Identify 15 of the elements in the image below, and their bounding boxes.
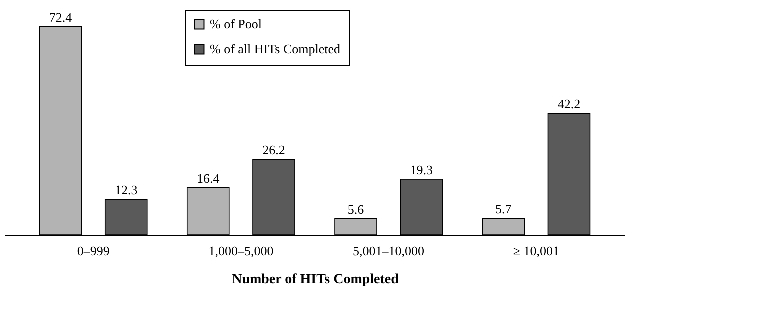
data-label: 72.4 xyxy=(49,10,73,25)
x-tick-label: ≥ 10,001 xyxy=(513,244,560,258)
data-label: 12.3 xyxy=(115,182,138,198)
data-label: 26.2 xyxy=(262,142,286,158)
data-label: 42.2 xyxy=(558,96,581,112)
x-tick-label: 1,000–5,000 xyxy=(208,244,274,258)
data-label: 5.7 xyxy=(496,202,512,217)
legend-label: % of Pool xyxy=(210,16,262,32)
legend-label: % of all HITs Completed xyxy=(210,42,342,56)
x-tick-label: 5,001–10,000 xyxy=(353,244,425,258)
x-axis-title: Number of HITs Completed xyxy=(232,272,400,288)
data-label: 19.3 xyxy=(410,162,433,178)
data-label: 5.6 xyxy=(348,202,365,217)
data-label: 16.4 xyxy=(197,170,220,186)
x-tick-label: 0–999 xyxy=(77,244,110,258)
